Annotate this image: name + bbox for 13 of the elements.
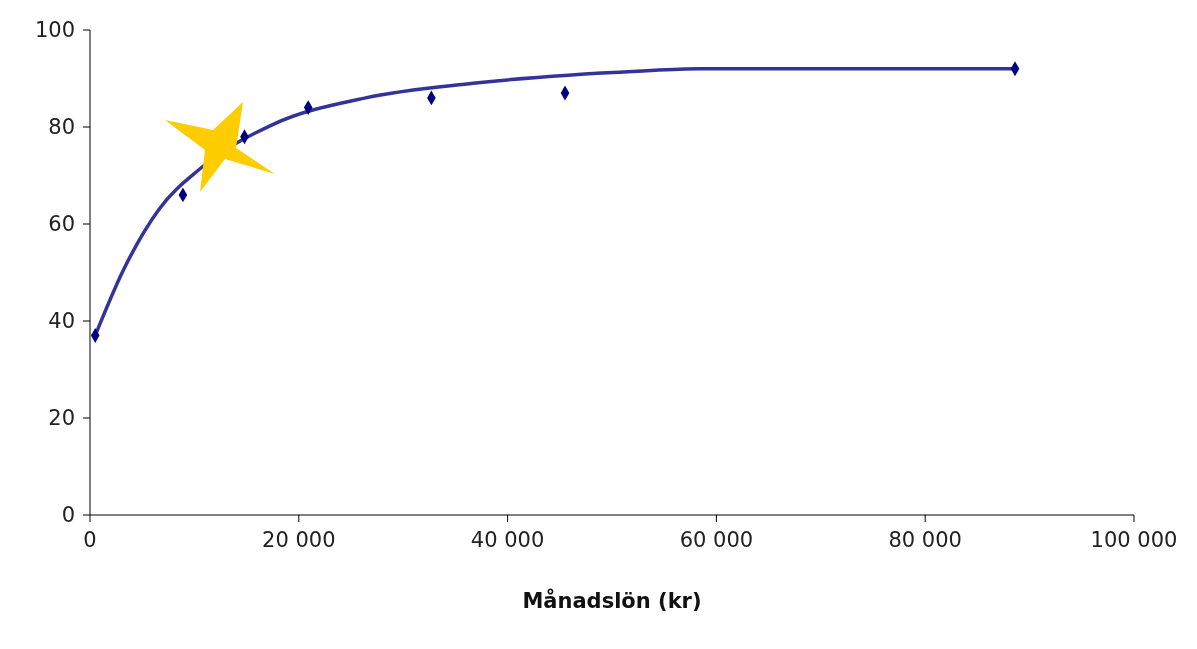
y-tick-label: 20 — [48, 406, 75, 431]
x-axis-title: Månadslön (kr) — [522, 588, 702, 613]
y-tick-label: 0 — [61, 503, 75, 528]
y-tick-label: 100 — [34, 18, 75, 43]
y-tick-label: 60 — [48, 212, 75, 237]
y-tick-label: 80 — [48, 115, 75, 140]
x-tick-label: 0 — [83, 527, 97, 552]
x-tick-label: 20 000 — [262, 527, 336, 552]
x-tick-label: 80 000 — [888, 527, 962, 552]
x-tick-label: 100 000 — [1090, 527, 1178, 552]
y-tick-label: 40 — [48, 309, 75, 334]
x-tick-label: 60 000 — [679, 527, 754, 552]
x-tick-label: 40 000 — [470, 527, 545, 552]
